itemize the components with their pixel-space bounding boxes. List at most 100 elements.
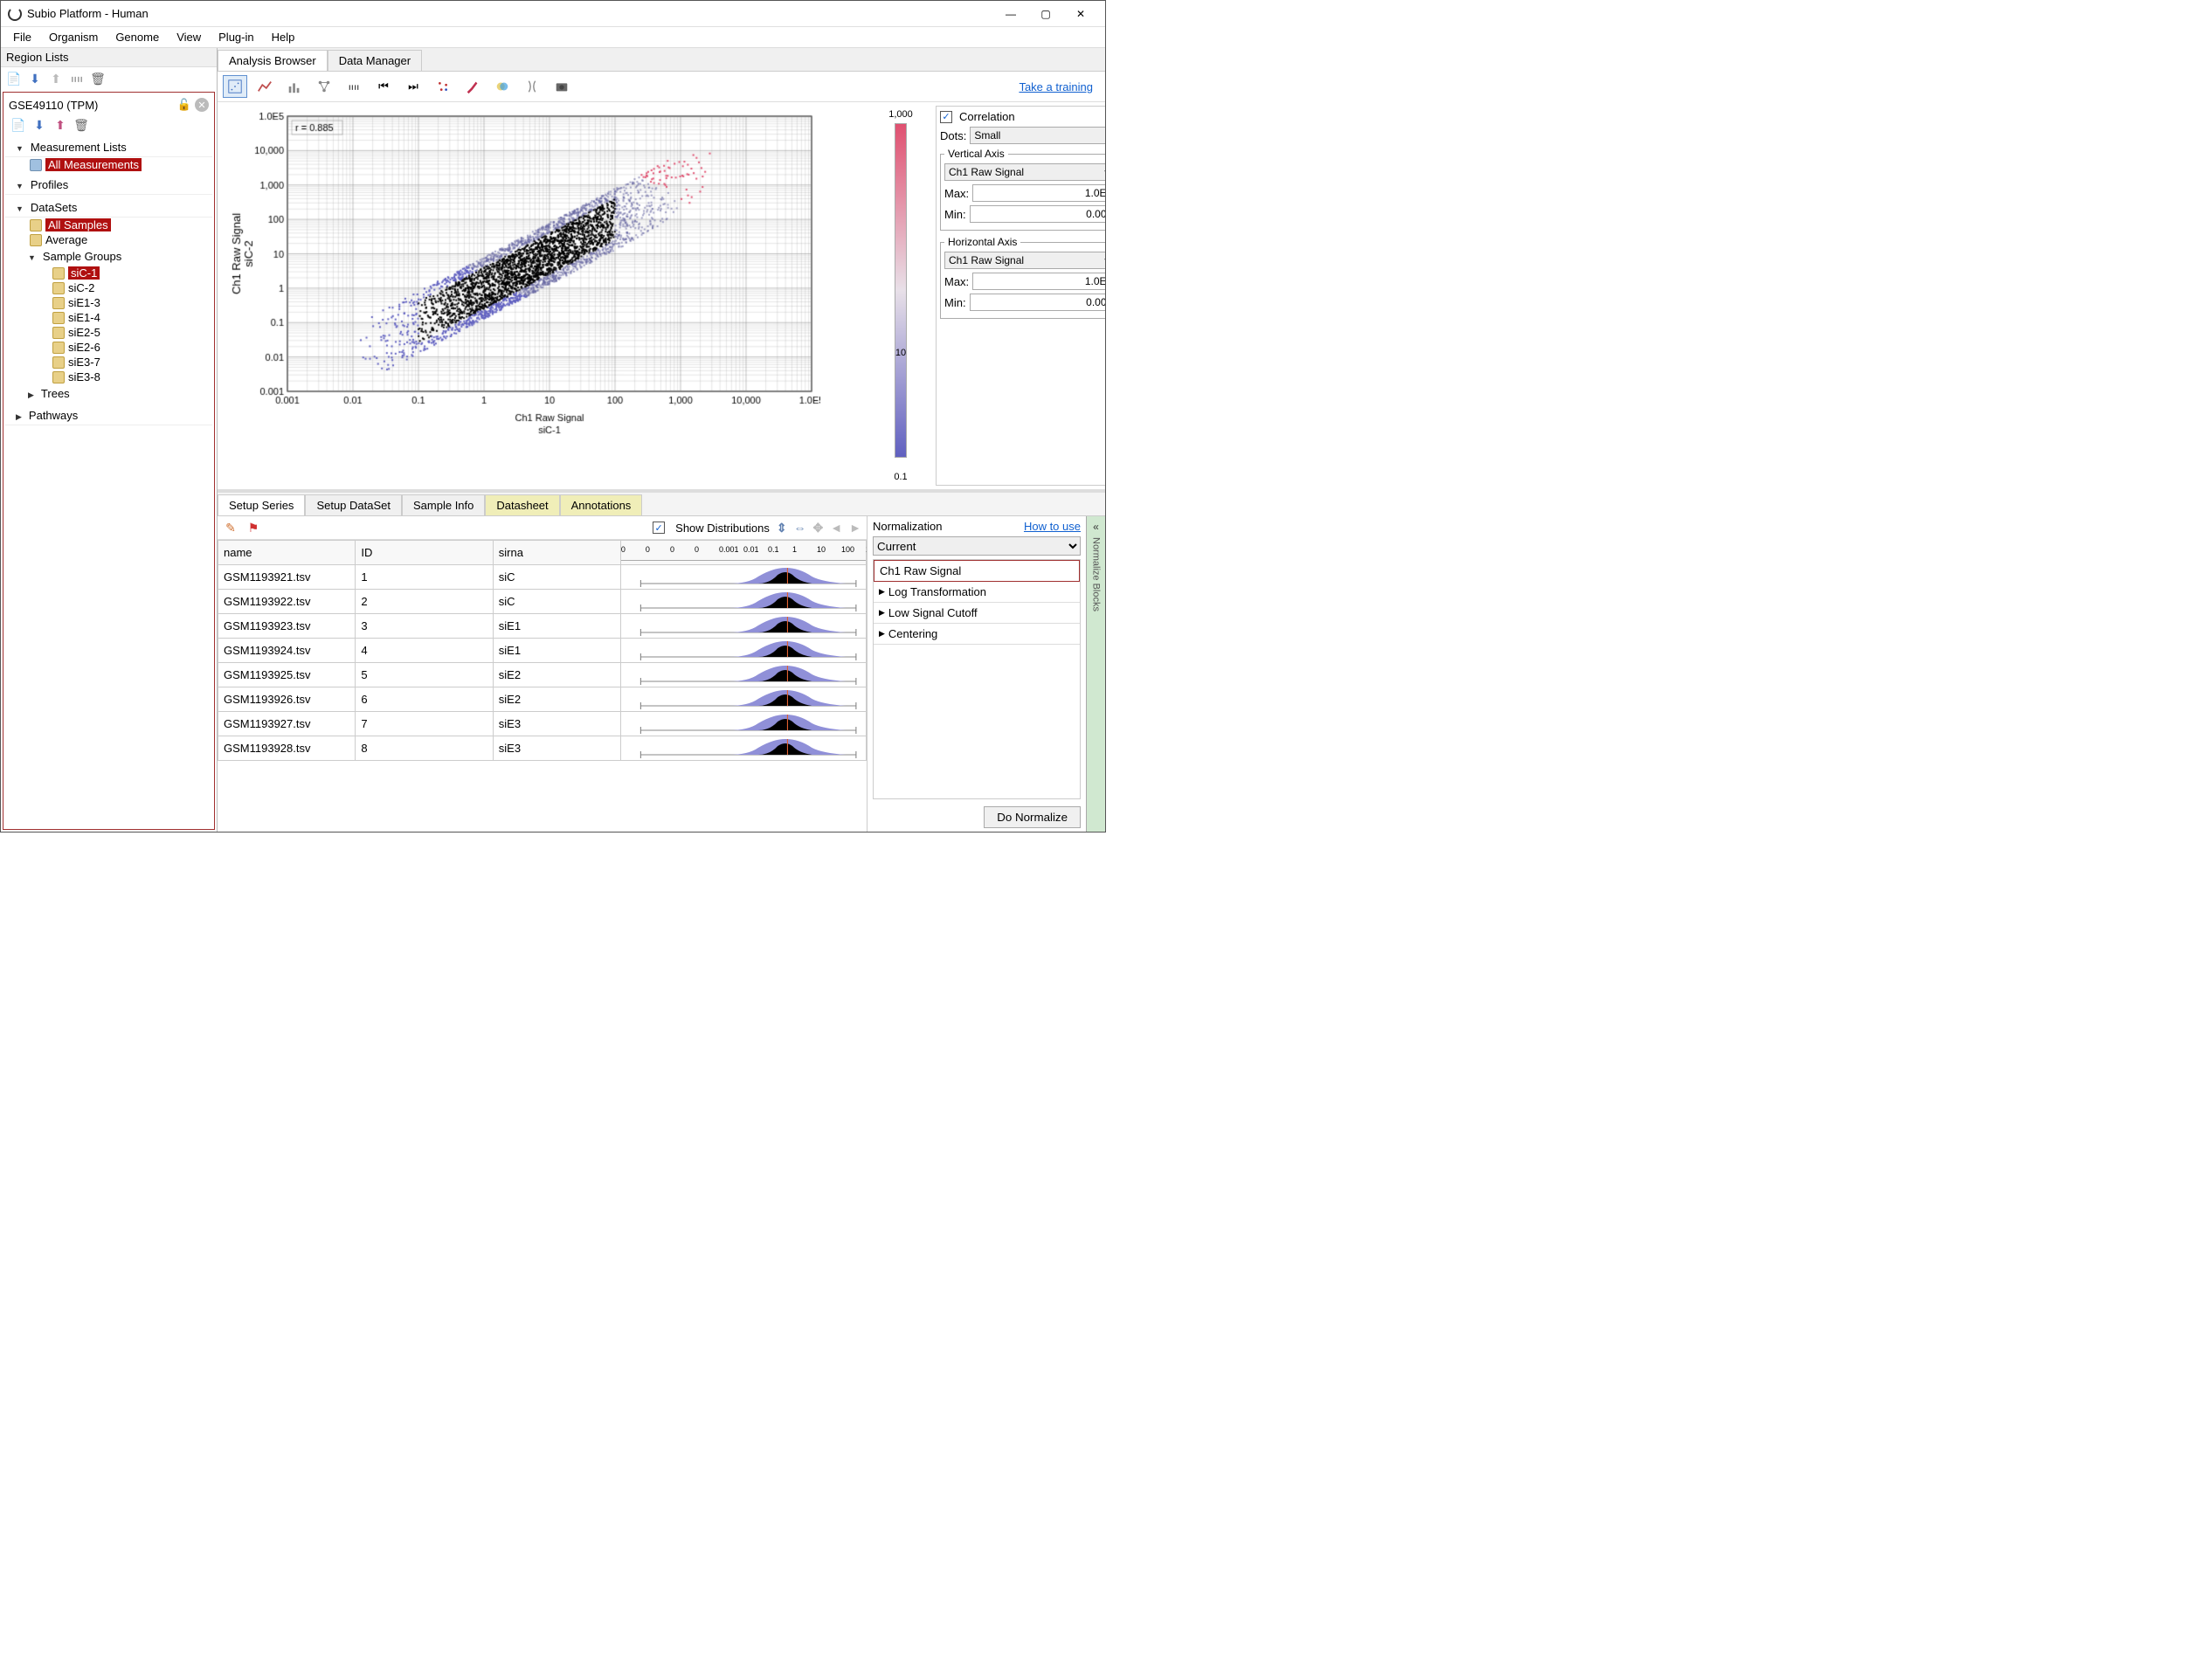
menu-plugin[interactable]: Plug-in [210, 31, 262, 44]
tab-annotations[interactable]: Annotations [560, 494, 643, 515]
tab-setup-dataset[interactable]: Setup DataSet [305, 494, 402, 515]
add-list-icon[interactable]: 📄 [10, 117, 26, 133]
sample-item[interactable]: siE2-5 [5, 325, 212, 340]
measurement-lists-header[interactable]: Measurement Lists [5, 138, 212, 157]
sample-item[interactable]: siE3-7 [5, 355, 212, 370]
sample-item[interactable]: siC-2 [5, 280, 212, 295]
close-button[interactable]: ✕ [1063, 2, 1098, 26]
menu-view[interactable]: View [168, 31, 210, 44]
normalization-item[interactable]: ▶Low Signal Cutoff [874, 603, 1080, 624]
all-measurements-item[interactable]: All Measurements [5, 157, 212, 172]
main-tabs: Analysis Browser Data Manager [218, 48, 1105, 72]
how-to-use-link[interactable]: How to use [1024, 520, 1081, 533]
dots-select[interactable]: Small [970, 127, 1105, 144]
minimize-button[interactable]: — [993, 2, 1028, 26]
average-item[interactable]: Average [5, 232, 212, 247]
sample-icon [52, 371, 65, 383]
take-training-link[interactable]: Take a training [1019, 80, 1093, 93]
scatter-tool-icon[interactable] [223, 75, 247, 98]
menu-help[interactable]: Help [263, 31, 304, 44]
col-sirna[interactable]: sirna [493, 541, 620, 565]
delete-list-icon[interactable]: 🗑 [73, 117, 89, 133]
normalization-item[interactable]: Ch1 Raw Signal [874, 560, 1080, 582]
line-tool-icon[interactable] [252, 75, 277, 98]
dots-tool-icon[interactable] [431, 75, 455, 98]
table-row[interactable]: GSM1193923.tsv3siE1 [218, 614, 867, 639]
vaxis-max-input[interactable] [972, 184, 1105, 202]
sample-icon [52, 312, 65, 324]
download-region-icon[interactable]: ⬇ [27, 71, 43, 86]
table-row[interactable]: GSM1193925.tsv5siE2 [218, 663, 867, 687]
sample-item[interactable]: siE1-4 [5, 310, 212, 325]
menu-organism[interactable]: Organism [40, 31, 107, 44]
all-samples-item[interactable]: All Samples [5, 218, 212, 232]
next-icon[interactable]: ⏭ [401, 75, 425, 98]
move-all-icon[interactable]: ✥ [813, 521, 824, 535]
profiles-header[interactable]: Profiles [5, 176, 212, 195]
pathways-header[interactable]: Pathways [5, 406, 212, 425]
normalization-item[interactable]: ▶Centering [874, 624, 1080, 645]
show-dist-checkbox[interactable]: ✓ [653, 522, 665, 534]
maximize-button[interactable]: ▢ [1028, 2, 1063, 26]
venn-tool-icon[interactable] [490, 75, 515, 98]
sample-item[interactable]: siE3-8 [5, 370, 212, 384]
tab-data-manager[interactable]: Data Manager [328, 50, 422, 71]
vaxis-select[interactable]: Ch1 Raw Signal [944, 163, 1105, 181]
chromosome-icon[interactable]: ᱿᱿ [69, 71, 85, 86]
menu-genome[interactable]: Genome [107, 31, 168, 44]
haxis-min-input[interactable] [970, 294, 1105, 311]
sample-item[interactable]: siE1-3 [5, 295, 212, 310]
normalization-select[interactable]: Current [873, 536, 1081, 556]
colorbar: 1,000 10 0.1 [869, 102, 932, 489]
move-up-down-icon[interactable]: ⇕ [777, 521, 787, 535]
upload-region-icon[interactable]: ⬆ [48, 71, 64, 86]
datasets-header[interactable]: DataSets [5, 198, 212, 218]
next-arrow-icon[interactable]: ► [849, 521, 861, 535]
sample-icon [52, 342, 65, 354]
camera-icon[interactable] [550, 75, 574, 98]
normalize-blocks-tab[interactable]: « Normalize Blocks [1086, 516, 1105, 832]
edit-icon[interactable]: ✎ [223, 520, 238, 535]
table-row[interactable]: GSM1193928.tsv8siE3 [218, 736, 867, 761]
import-list-icon[interactable]: ⬇ [31, 117, 47, 133]
flag-icon[interactable]: ⚑ [245, 520, 261, 535]
tab-setup-series[interactable]: Setup Series [218, 494, 305, 515]
menu-file[interactable]: File [4, 31, 40, 44]
do-normalize-button[interactable]: Do Normalize [984, 806, 1081, 828]
network-tool-icon[interactable] [312, 75, 336, 98]
prev-icon[interactable]: ⏮ [371, 75, 396, 98]
table-row[interactable]: GSM1193924.tsv4siE1 [218, 639, 867, 663]
brush-tool-icon[interactable] [460, 75, 485, 98]
trees-header[interactable]: Trees [5, 384, 212, 403]
table-row[interactable]: GSM1193921.tsv1siC [218, 565, 867, 590]
tab-sample-info[interactable]: Sample Info [402, 494, 485, 515]
close-series-icon[interactable]: ✕ [195, 98, 209, 112]
table-row[interactable]: GSM1193926.tsv6siE2 [218, 687, 867, 712]
col-id[interactable]: ID [356, 541, 493, 565]
haxis-select[interactable]: Ch1 Raw Signal [944, 252, 1105, 269]
table-row[interactable]: GSM1193922.tsv2siC [218, 590, 867, 614]
sample-item[interactable]: siC-1 [5, 266, 212, 280]
genome-tool-icon[interactable] [520, 75, 544, 98]
table-row[interactable]: GSM1193927.tsv7siE3 [218, 712, 867, 736]
bar-tool-icon[interactable] [282, 75, 307, 98]
col-name[interactable]: name [218, 541, 356, 565]
prev-arrow-icon[interactable]: ◄ [830, 521, 842, 535]
analysis-toolbar: ᱿᱿ ⏮ ⏭ Take a training [218, 72, 1105, 102]
delete-region-icon[interactable]: 🗑 [90, 71, 106, 86]
scatter-canvas[interactable] [226, 107, 820, 439]
haxis-max-input[interactable] [972, 273, 1105, 290]
add-region-icon[interactable]: 📄 [6, 71, 22, 86]
sample-groups-header[interactable]: Sample Groups [5, 247, 212, 266]
tab-datasheet[interactable]: Datasheet [485, 494, 559, 515]
lock-icon[interactable]: 🔓 [177, 98, 191, 112]
dots-label: Dots: [940, 129, 966, 142]
sample-item[interactable]: siE2-6 [5, 340, 212, 355]
chromosome-tool-icon[interactable]: ᱿᱿ [342, 75, 366, 98]
normalization-item[interactable]: ▶Log Transformation [874, 582, 1080, 603]
export-list-icon[interactable]: ⬆ [52, 117, 68, 133]
vaxis-min-input[interactable] [970, 205, 1105, 223]
tab-analysis-browser[interactable]: Analysis Browser [218, 50, 328, 71]
correlation-checkbox[interactable]: ✓ [940, 111, 952, 123]
move-left-right-icon[interactable]: ⇔ [794, 521, 806, 535]
